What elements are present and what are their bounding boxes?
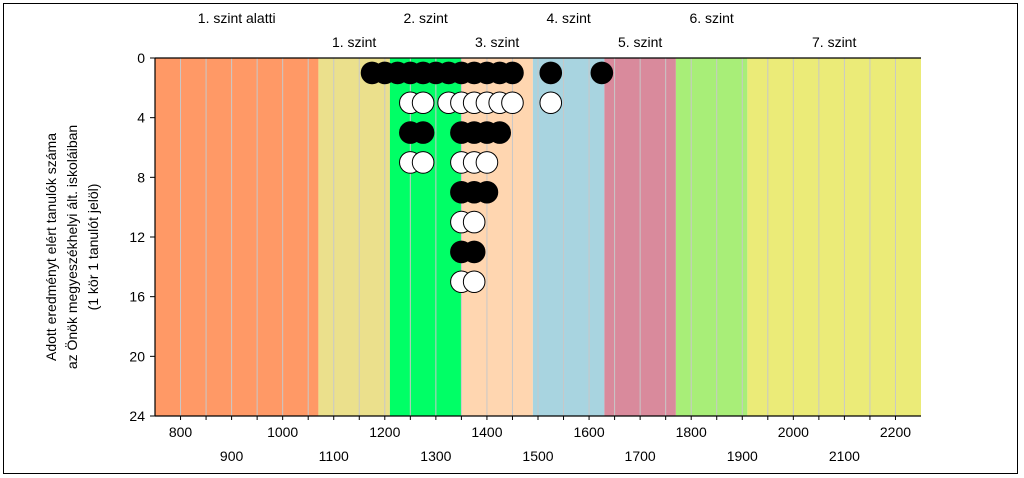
x-tick-label: 2200 bbox=[880, 424, 911, 440]
x-tick-label: 1500 bbox=[522, 448, 553, 464]
y-axis-label-line: (1 kör 1 tanulót jelöl) bbox=[85, 184, 101, 311]
level-band bbox=[155, 58, 319, 416]
y-tick-label: 24 bbox=[129, 408, 145, 424]
y-tick-label: 12 bbox=[129, 229, 145, 245]
y-axis-label-line: Adott eredményt elért tanulók száma bbox=[43, 133, 59, 361]
level-label: 5. szint bbox=[618, 34, 662, 50]
y-tick-label: 8 bbox=[137, 169, 145, 185]
data-point bbox=[462, 270, 486, 294]
axes: 0 4 8 12 16 20 24 800 1000 1200 1400 1600 1800 2000 22… bbox=[129, 50, 921, 464]
data-point bbox=[475, 151, 499, 174]
y-tick-label: 20 bbox=[129, 348, 145, 364]
data-point bbox=[462, 210, 486, 234]
level-band bbox=[389, 58, 462, 416]
level-bands bbox=[155, 58, 921, 416]
data-points bbox=[360, 61, 614, 294]
x-tick-label: 800 bbox=[169, 424, 193, 440]
data-point bbox=[411, 91, 435, 115]
x-tick-label: 1700 bbox=[625, 448, 656, 464]
x-tick-label: 1100 bbox=[319, 448, 349, 464]
data-point bbox=[590, 61, 614, 85]
chart-frame: 0 4 8 12 16 20 24 800 1000 1200 1400 1600 1800 2000 22… bbox=[3, 3, 1018, 474]
y-axis-label-line: az Önök megyeszékhelyi ált. iskoláiban bbox=[63, 125, 80, 369]
data-point bbox=[411, 151, 435, 174]
x-tick-label: 1200 bbox=[369, 424, 400, 440]
x-tick-label: 1600 bbox=[573, 424, 604, 440]
level-label: 7. szint bbox=[812, 34, 856, 50]
level-label: 2. szint bbox=[403, 10, 447, 26]
level-band bbox=[747, 58, 921, 416]
level-label: 6. szint bbox=[689, 10, 733, 26]
data-point bbox=[501, 61, 524, 85]
level-band bbox=[461, 58, 533, 416]
dot-plot-chart: 0 4 8 12 16 20 24 800 1000 1200 1400 1600 1800 2000 22… bbox=[43, 10, 921, 464]
data-point bbox=[501, 91, 524, 115]
y-tick-label: 0 bbox=[137, 50, 145, 66]
vertical-gridlines bbox=[180, 58, 896, 416]
level-band bbox=[318, 58, 390, 416]
x-tick-label: 1300 bbox=[420, 448, 451, 464]
x-tick-label: 1400 bbox=[471, 424, 502, 440]
data-point bbox=[462, 240, 486, 264]
x-tick-label: 1800 bbox=[676, 424, 707, 440]
x-tick-label: 2100 bbox=[829, 448, 860, 464]
data-point bbox=[411, 121, 435, 144]
x-tick-label: 1900 bbox=[727, 448, 758, 464]
data-point bbox=[539, 91, 563, 115]
data-point bbox=[475, 180, 499, 204]
y-tick-label: 16 bbox=[129, 289, 145, 305]
level-label: 1. szint alatti bbox=[198, 10, 276, 26]
level-band bbox=[532, 58, 605, 416]
level-band bbox=[675, 58, 748, 416]
level-labels: 1. szint alatti 1. szint 2. szint 3. szint 4… bbox=[198, 10, 857, 50]
data-point bbox=[488, 121, 512, 144]
x-tick-label: 900 bbox=[220, 448, 244, 464]
y-axis-label: Adott eredményt elért tanulók száma az Ön… bbox=[43, 125, 101, 369]
y-tick-label: 4 bbox=[137, 110, 145, 126]
level-label: 1. szint bbox=[332, 34, 376, 50]
level-label: 3. szint bbox=[475, 34, 519, 50]
x-tick-label: 2000 bbox=[778, 424, 809, 440]
data-point bbox=[539, 61, 563, 85]
x-tick-label: 1000 bbox=[267, 424, 298, 440]
level-label: 4. szint bbox=[546, 10, 590, 26]
